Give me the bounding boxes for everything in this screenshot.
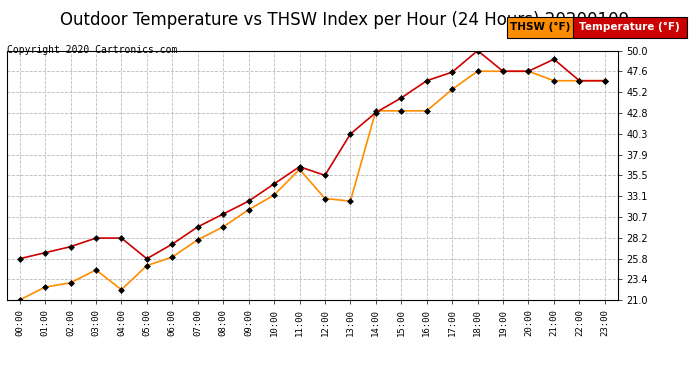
Text: Copyright 2020 Cartronics.com: Copyright 2020 Cartronics.com — [7, 45, 177, 55]
Text: Temperature (°F): Temperature (°F) — [579, 22, 680, 32]
Text: Outdoor Temperature vs THSW Index per Hour (24 Hours) 20200109: Outdoor Temperature vs THSW Index per Ho… — [61, 11, 629, 29]
Text: THSW (°F): THSW (°F) — [510, 22, 570, 32]
